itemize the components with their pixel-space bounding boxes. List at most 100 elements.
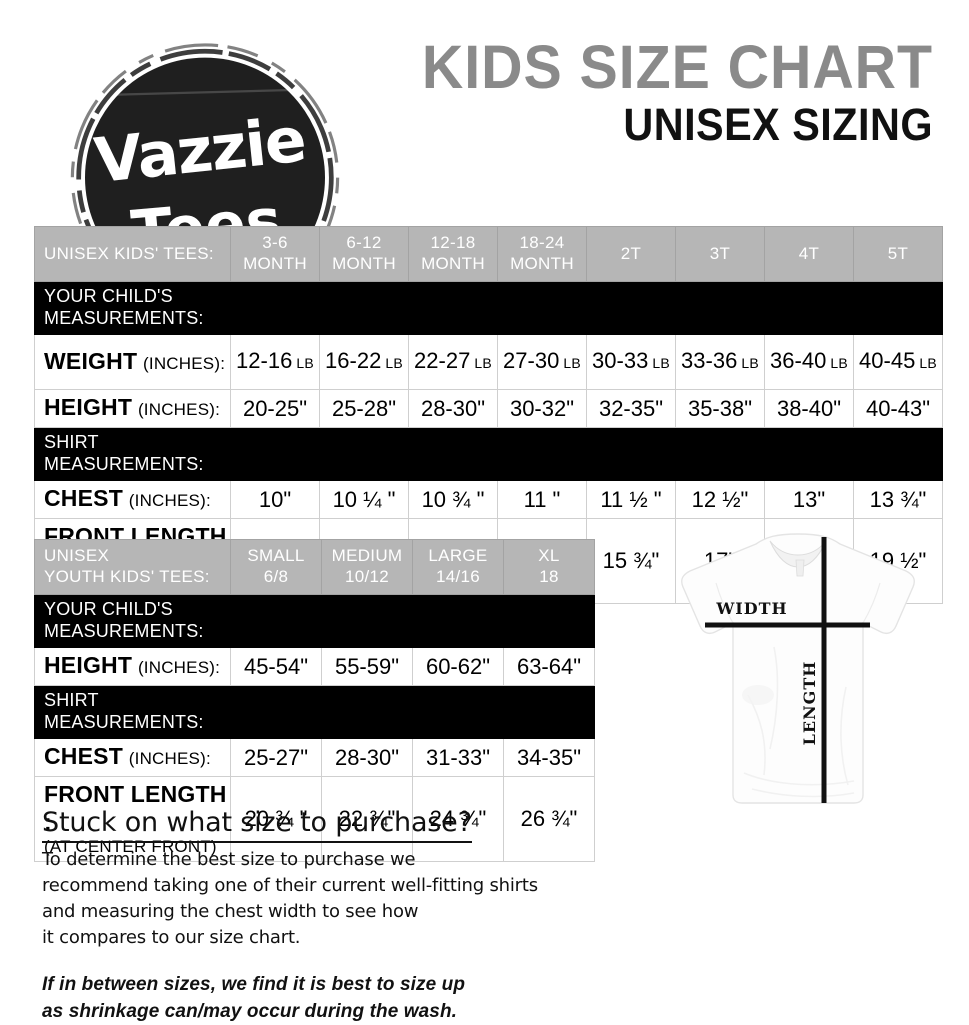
footer-body-line-4: it compares to our size chart.	[42, 927, 301, 948]
band-blank	[412, 594, 504, 648]
unisex-youth-kids-tees-table: UNISEX YOUTH KIDS' TEES: SMALL 6/8 MEDIU…	[34, 539, 595, 862]
youth-row-front-length: FRONT LENGTH : (AT CENTER FRONT) 20 ¾ " …	[34, 776, 595, 862]
cell-youth-chest-3: 34-35"	[503, 738, 595, 777]
length-label: LENGTH	[800, 661, 819, 746]
band-blank	[321, 594, 413, 648]
band-blank	[408, 427, 498, 481]
row-unit-text: (INCHES):	[137, 658, 221, 677]
tshirt-measurement-diagram: WIDTH LENGTH	[648, 527, 948, 815]
band-blank	[503, 685, 595, 739]
page-title: KIDS SIZE CHART	[421, 33, 933, 101]
band-label: YOUR CHILD'S MEASUREMENTS:	[34, 594, 231, 648]
width-label: WIDTH	[715, 599, 787, 618]
cell-chest-7: 13 ¾"	[853, 480, 943, 519]
cell-height-1: 25-28"	[319, 389, 409, 428]
kids-row-height: HEIGHT (INCHES): 20-25" 25-28" 28-30" 30…	[34, 389, 943, 428]
row-unit-text: (INCHES):	[128, 491, 211, 510]
cell-youth-chest-1: 28-30"	[321, 738, 413, 777]
band-line-2: MEASUREMENTS:	[44, 621, 204, 641]
kids-row-weight: WEIGHT (INCHES): 12-16 LB 16-22 LB 22-27…	[34, 334, 943, 390]
kids-band-shirt-measurements: SHIRT MEASUREMENTS:	[34, 427, 943, 481]
row-label-text: HEIGHT	[44, 394, 133, 420]
col-head-top: 12-18	[430, 233, 476, 252]
footer-heading: Stuck on what size to purchase?	[42, 806, 472, 843]
footer-body-line-2: recommend taking one of their current we…	[42, 875, 538, 896]
band-blank	[764, 427, 854, 481]
cell-height-0: 20-25"	[230, 389, 320, 428]
cell-weight-7: 40-45 LB	[853, 334, 943, 390]
band-blank	[230, 281, 320, 335]
cell-front-length-4: 15 ¾"	[586, 518, 676, 604]
band-blank	[497, 427, 587, 481]
cell-youth-front-length-1: 22 ¾"	[321, 776, 413, 862]
tshirt-shape	[681, 533, 915, 804]
footer-note-line-2: as shrinkage can/may occur during the wa…	[42, 1001, 458, 1022]
cell-height-2: 28-30"	[408, 389, 498, 428]
cell-height-3: 30-32"	[497, 389, 587, 428]
band-blank	[853, 281, 943, 335]
band-blank	[230, 685, 322, 739]
row-unit-text: (INCHES):	[143, 353, 226, 373]
footer-note-line-1: If in between sizes, we find it is best …	[42, 974, 466, 995]
cell-youth-front-length-3: 26 ¾"	[503, 776, 595, 862]
band-line-1: SHIRT MEASUREMENTS:	[44, 690, 204, 732]
title-block: KIDS SIZE CHART UNISEX SIZING	[313, 36, 933, 150]
kids-col-head-5: 3T	[675, 226, 765, 282]
row-label-text: HEIGHT	[44, 652, 133, 678]
band-line-1: YOUR CHILD'S	[44, 286, 173, 306]
youth-col-head-2: LARGE 14/16	[412, 539, 504, 595]
col-head-bottom: MONTH	[510, 254, 574, 273]
band-blank	[319, 427, 409, 481]
kids-col-head-2: 12-18 MONTH	[408, 226, 498, 282]
kids-col-head-7: 5T	[853, 226, 943, 282]
page-header: Vazzie Tees KIDS SIZE CHART UNISEX SIZIN…	[0, 0, 969, 312]
row-label-text: FRONT LENGTH :	[44, 781, 227, 835]
cell-weight-5: 33-36 LB	[675, 334, 765, 390]
col-head-bottom: 18	[539, 567, 559, 586]
row-label-chest: CHEST (INCHES):	[34, 738, 231, 777]
footer-body-line-1: To determine the best size to purchase w…	[42, 849, 416, 870]
cell-height-5: 35-38"	[675, 389, 765, 428]
row-label-text: WEIGHT	[44, 347, 138, 374]
cell-height-6: 38-40"	[764, 389, 854, 428]
cell-weight-4: 30-33 LB	[586, 334, 676, 390]
cell-weight-0: 12-16 LB	[230, 334, 320, 390]
brand-logo: Vazzie Tees	[55, 32, 340, 312]
band-blank	[408, 281, 498, 335]
cell-chest-6: 13"	[764, 480, 854, 519]
cell-chest-5: 12 ½"	[675, 480, 765, 519]
kids-header-row: UNISEX KIDS' TEES: 3-6 MONTH 6-12 MONTH …	[34, 226, 943, 282]
kids-col-head-1: 6-12 MONTH	[319, 226, 409, 282]
kids-row-chest: CHEST (INCHES): 10" 10 ¼ " 10 ¾ " 11 " 1…	[34, 480, 943, 519]
tshirt-icon: WIDTH LENGTH	[681, 533, 915, 804]
band-blank	[586, 281, 676, 335]
cell-youth-front-length-0: 20 ¾ "	[230, 776, 322, 862]
col-head-top: 18-24	[519, 233, 565, 252]
col-head-top: 5T	[887, 243, 909, 263]
row-label-text: CHEST	[44, 485, 123, 511]
youth-col-head-3: XL 18	[503, 539, 595, 595]
row-label-height: HEIGHT (INCHES):	[34, 647, 231, 686]
footer-note: If in between sizes, we find it is best …	[42, 971, 602, 1025]
band-label: YOUR CHILD'S MEASUREMENTS:	[34, 281, 231, 335]
col-head-top: LARGE	[428, 546, 488, 565]
band-label: SHIRT MEASUREMENTS:	[34, 685, 231, 739]
page-subtitle: UNISEX SIZING	[623, 99, 933, 150]
row-label-height: HEIGHT (INCHES):	[34, 389, 231, 428]
band-line-1: SHIRT MEASUREMENTS:	[44, 432, 204, 474]
cell-chest-0: 10"	[230, 480, 320, 519]
cell-youth-height-2: 60-62"	[412, 647, 504, 686]
band-blank	[412, 685, 504, 739]
col-head-top: MEDIUM	[331, 546, 403, 565]
col-head-top: 6-12	[346, 233, 382, 252]
cell-youth-height-3: 63-64"	[503, 647, 595, 686]
band-blank	[321, 685, 413, 739]
col-head-top: SMALL	[247, 546, 305, 565]
corner-line-2: YOUTH KIDS' TEES:	[44, 567, 210, 586]
footer-help-text: Stuck on what size to purchase? To deter…	[42, 806, 602, 1025]
band-blank	[586, 427, 676, 481]
col-head-bottom: MONTH	[243, 254, 307, 273]
band-line-2: MEASUREMENTS:	[44, 308, 204, 328]
youth-header-row: UNISEX YOUTH KIDS' TEES: SMALL 6/8 MEDIU…	[34, 539, 595, 595]
cell-youth-chest-0: 25-27"	[230, 738, 322, 777]
